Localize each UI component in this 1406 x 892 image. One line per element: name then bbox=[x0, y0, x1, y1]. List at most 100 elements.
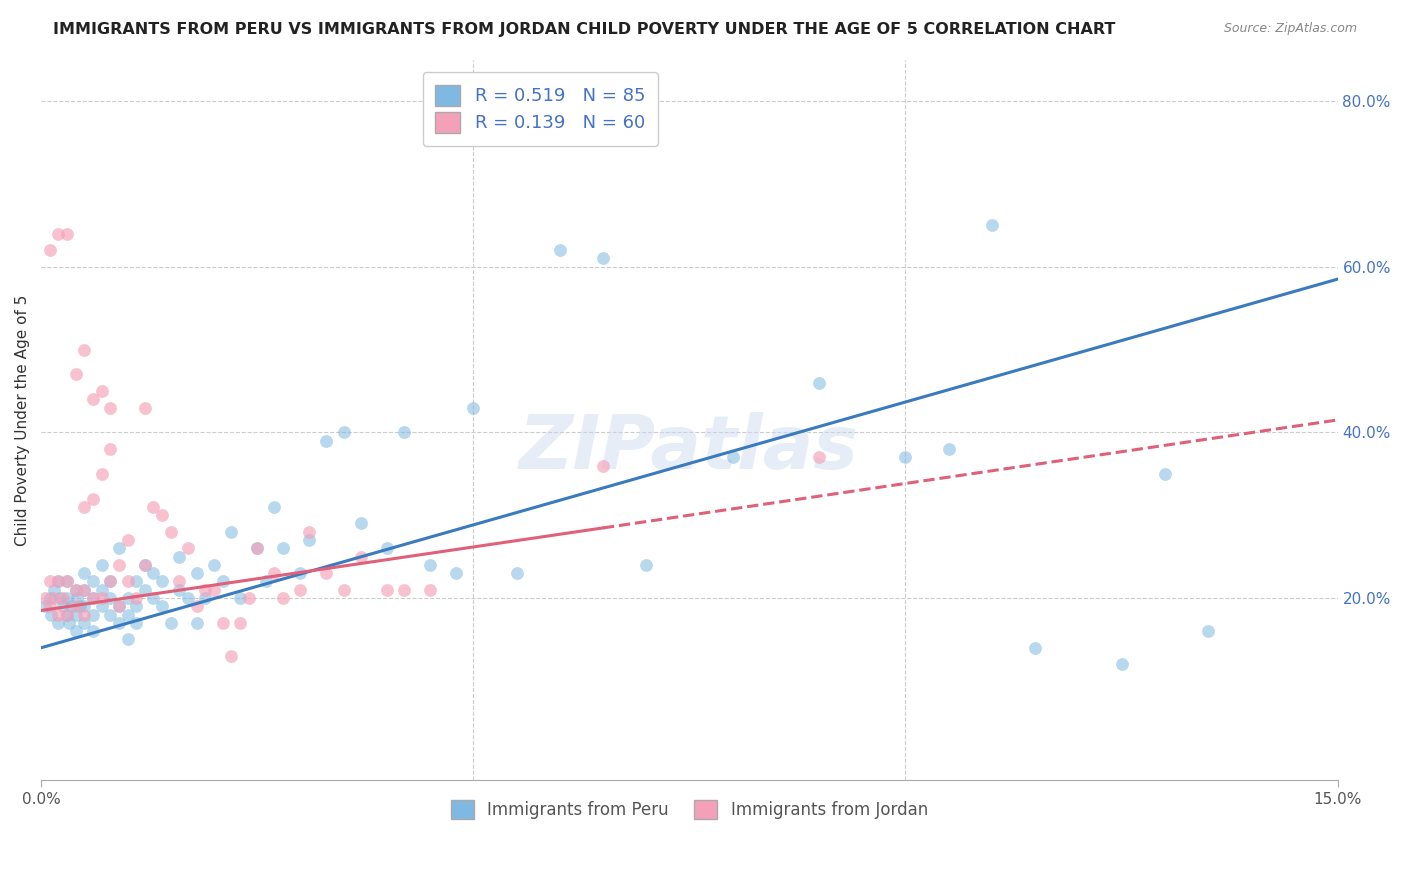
Point bbox=[150, 574, 173, 589]
Point bbox=[42, 582, 65, 597]
Point bbox=[186, 566, 208, 581]
Point bbox=[38, 243, 60, 257]
Point bbox=[894, 450, 917, 465]
Point bbox=[298, 524, 321, 539]
Point bbox=[125, 591, 148, 605]
Point bbox=[82, 607, 104, 622]
Point bbox=[66, 591, 89, 605]
Point bbox=[73, 582, 96, 597]
Point bbox=[117, 607, 139, 622]
Point bbox=[98, 607, 121, 622]
Point bbox=[134, 558, 156, 572]
Point bbox=[49, 591, 72, 605]
Point bbox=[52, 599, 75, 614]
Point bbox=[332, 582, 354, 597]
Point bbox=[444, 566, 467, 581]
Point bbox=[98, 574, 121, 589]
Point bbox=[548, 243, 571, 257]
Legend: Immigrants from Peru, Immigrants from Jordan: Immigrants from Peru, Immigrants from Jo… bbox=[444, 794, 935, 826]
Point bbox=[1197, 624, 1219, 639]
Point bbox=[938, 442, 960, 456]
Point bbox=[142, 591, 165, 605]
Point bbox=[73, 582, 96, 597]
Point bbox=[65, 368, 87, 382]
Point bbox=[125, 615, 148, 630]
Point bbox=[142, 500, 165, 514]
Point bbox=[48, 574, 70, 589]
Point bbox=[315, 566, 337, 581]
Text: Source: ZipAtlas.com: Source: ZipAtlas.com bbox=[1223, 22, 1357, 36]
Point bbox=[38, 599, 60, 614]
Point bbox=[463, 401, 485, 415]
Point bbox=[56, 607, 79, 622]
Point bbox=[60, 599, 83, 614]
Point bbox=[169, 574, 191, 589]
Point bbox=[73, 607, 96, 622]
Text: IMMIGRANTS FROM PERU VS IMMIGRANTS FROM JORDAN CHILD POVERTY UNDER THE AGE OF 5 : IMMIGRANTS FROM PERU VS IMMIGRANTS FROM … bbox=[53, 22, 1116, 37]
Point bbox=[159, 615, 181, 630]
Point bbox=[108, 599, 131, 614]
Point bbox=[82, 574, 104, 589]
Point bbox=[271, 541, 294, 556]
Point bbox=[505, 566, 527, 581]
Point bbox=[246, 541, 269, 556]
Point bbox=[202, 558, 225, 572]
Point bbox=[90, 467, 112, 481]
Point bbox=[34, 599, 56, 614]
Point bbox=[38, 574, 60, 589]
Point bbox=[1111, 657, 1133, 672]
Point bbox=[73, 615, 96, 630]
Point bbox=[350, 516, 373, 531]
Point bbox=[48, 607, 70, 622]
Point bbox=[56, 591, 79, 605]
Point bbox=[65, 607, 87, 622]
Point bbox=[219, 648, 242, 663]
Point bbox=[636, 558, 658, 572]
Point bbox=[392, 582, 415, 597]
Point bbox=[159, 524, 181, 539]
Point bbox=[211, 574, 233, 589]
Point bbox=[52, 591, 75, 605]
Point bbox=[56, 574, 79, 589]
Point bbox=[117, 533, 139, 547]
Point bbox=[1024, 640, 1046, 655]
Point bbox=[108, 615, 131, 630]
Point bbox=[290, 566, 312, 581]
Point bbox=[177, 591, 200, 605]
Point bbox=[592, 252, 614, 266]
Point bbox=[90, 558, 112, 572]
Point bbox=[125, 599, 148, 614]
Point bbox=[169, 549, 191, 564]
Point bbox=[73, 500, 96, 514]
Point bbox=[219, 524, 242, 539]
Point bbox=[202, 582, 225, 597]
Point bbox=[41, 607, 63, 622]
Point bbox=[254, 574, 277, 589]
Point bbox=[58, 615, 80, 630]
Point bbox=[56, 607, 79, 622]
Point bbox=[98, 442, 121, 456]
Point bbox=[350, 549, 373, 564]
Point bbox=[1153, 467, 1175, 481]
Point bbox=[82, 591, 104, 605]
Point bbox=[98, 574, 121, 589]
Point bbox=[375, 541, 398, 556]
Point bbox=[186, 599, 208, 614]
Point bbox=[48, 227, 70, 241]
Point bbox=[38, 591, 60, 605]
Point bbox=[134, 558, 156, 572]
Point bbox=[90, 384, 112, 398]
Point bbox=[65, 624, 87, 639]
Point bbox=[211, 615, 233, 630]
Point bbox=[419, 558, 441, 572]
Point bbox=[238, 591, 260, 605]
Point bbox=[592, 458, 614, 473]
Point bbox=[392, 425, 415, 440]
Point bbox=[142, 566, 165, 581]
Point bbox=[315, 434, 337, 448]
Point bbox=[263, 566, 285, 581]
Point bbox=[117, 591, 139, 605]
Point bbox=[375, 582, 398, 597]
Point bbox=[90, 599, 112, 614]
Point bbox=[808, 450, 831, 465]
